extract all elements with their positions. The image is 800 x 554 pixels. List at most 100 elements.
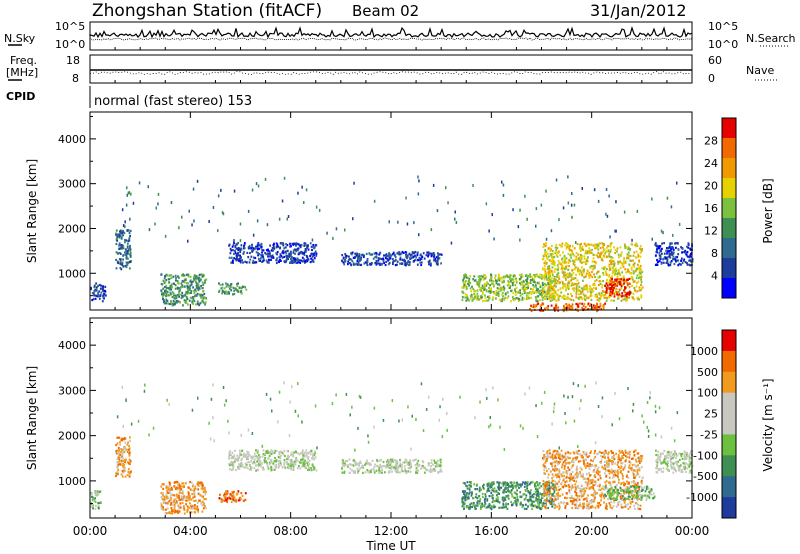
velocity-echo-cell (407, 462, 409, 465)
power-echo-cell (297, 253, 300, 256)
power-echo-region (218, 282, 248, 296)
power-echo-speck (405, 196, 407, 200)
power-echo-cell (596, 243, 599, 246)
velocity-echo-cell (550, 481, 553, 484)
velocity-echo-cell (470, 502, 473, 505)
power-echo-cell (194, 275, 196, 278)
power-echo-cell (608, 255, 611, 258)
power-echo-cell (257, 252, 260, 255)
power-echo-cell (468, 299, 470, 302)
power-echo-cell (489, 288, 491, 291)
power-echo-cell (529, 279, 532, 282)
velocity-echo-cell (175, 487, 177, 491)
power-echo-cell (687, 246, 690, 249)
power-echo-cell (100, 291, 103, 294)
velocity-echo-cell (507, 503, 509, 506)
power-echo-cell (681, 251, 683, 254)
velocity-echo-cell (593, 499, 596, 502)
power-echo-cell (530, 296, 533, 300)
power-echo-cell (623, 294, 626, 297)
power-echo-cell (641, 270, 644, 273)
power-echo-speck (562, 206, 565, 210)
power-echo-cell (575, 296, 578, 299)
velocity-echo-cell (123, 467, 126, 470)
power-echo-cell (345, 256, 347, 259)
power-echo-cell (551, 259, 554, 262)
power-echo-cell (499, 277, 502, 280)
velocity-echo-cell (259, 462, 261, 465)
power-echo-cell (515, 281, 518, 284)
power-echo-cell (178, 293, 181, 296)
power-echo-cell (489, 284, 491, 287)
power-ytick-label: 2000 (58, 222, 86, 235)
power-echo-cell (613, 246, 615, 249)
power-echo-cell (636, 274, 639, 277)
power-echo-speck (344, 228, 346, 232)
power-echo-cell (517, 299, 520, 302)
velocity-echo-cell (196, 482, 199, 485)
power-echo-cell (570, 275, 573, 279)
velocity-echo-cell (298, 465, 300, 468)
power-echo-cell (623, 290, 626, 293)
power-echo-cell (174, 274, 177, 277)
power-echo-speck (676, 181, 678, 185)
power-echo-cell (631, 278, 634, 281)
velocity-echo-cell (203, 502, 205, 505)
velocity-echo-cell (308, 468, 311, 471)
velocity-echo-cell (476, 504, 479, 507)
velocity-echo-cell (406, 461, 408, 464)
power-echo-cell (521, 281, 524, 284)
power-echo-cell (241, 259, 243, 262)
power-echo-cell (674, 242, 676, 245)
power-echo-cell (234, 258, 237, 261)
power-echo-cell (239, 257, 241, 260)
power-echo-cell (553, 297, 555, 300)
velocity-echo-cell (364, 471, 367, 474)
power-echo-cell (544, 270, 547, 273)
power-echo-cell (661, 242, 663, 245)
power-echo-cell (513, 299, 515, 302)
power-echo-cell (188, 291, 190, 294)
velocity-echo-cell (302, 455, 305, 458)
velocity-echo-cell (621, 473, 624, 476)
velocity-echo-cell (342, 462, 345, 465)
power-echo-cell (551, 260, 554, 263)
power-echo-cell (203, 292, 206, 296)
power-echo-cell (200, 273, 202, 276)
power-echo-speck (672, 233, 674, 237)
velocity-echo-cell (535, 496, 538, 500)
velocity-echo-cell (171, 493, 174, 497)
power-echo-cell (173, 301, 175, 304)
power-echo-cell (482, 278, 485, 281)
power-echo-cell (577, 302, 579, 306)
power-echo-cell (622, 275, 625, 278)
power-echo-cell (165, 299, 168, 302)
velocity-echo-cell (180, 488, 183, 491)
power-echo-cell (668, 253, 671, 256)
power-echo-cell (484, 285, 486, 288)
power-echo-cell (498, 287, 501, 290)
power-echo-cell (92, 298, 95, 301)
power-echo-cell (581, 254, 583, 258)
power-echo-cell (520, 281, 523, 284)
velocity-echo-cell (250, 466, 253, 469)
velocity-echo-cell (466, 492, 468, 495)
velocity-echo-cell (177, 504, 180, 507)
power-echo-cell (678, 263, 681, 266)
velocity-echo-cell (236, 492, 239, 495)
power-echo-cell (479, 278, 482, 281)
power-echo-cell (640, 249, 643, 253)
power-echo-cell (668, 255, 671, 258)
velocity-echo-cell (249, 454, 251, 457)
power-echo-cell (343, 263, 346, 266)
power-echo-cell (586, 260, 589, 263)
power-echo-cell (235, 253, 238, 256)
power-echo-cell (556, 273, 559, 276)
power-echo-cell (124, 241, 126, 244)
power-echo-cell (548, 267, 551, 270)
velocity-echo-cell (555, 469, 558, 472)
power-echo-cell (120, 244, 123, 247)
power-echo-cell (115, 251, 118, 254)
power-ytick-label: 3000 (58, 178, 86, 191)
power-echo-cell (239, 250, 242, 254)
